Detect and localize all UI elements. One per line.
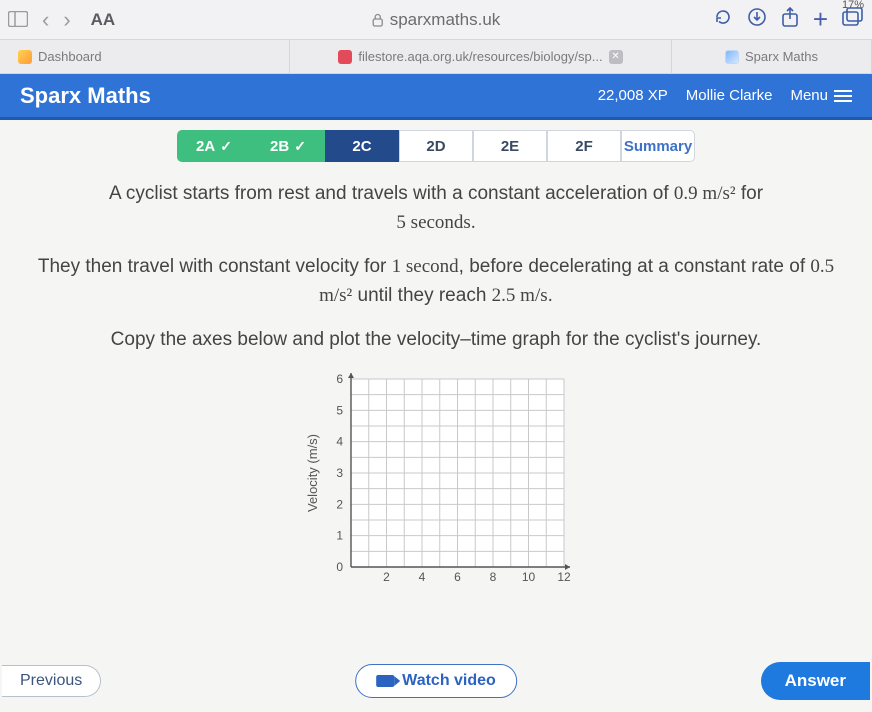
chart-svg: 246810120123456Velocity (m/s) xyxy=(296,371,576,591)
svg-text:4: 4 xyxy=(336,434,343,448)
question-tab-2e[interactable]: 2E xyxy=(473,130,547,162)
svg-text:1: 1 xyxy=(336,528,343,542)
question-paragraph-2: They then travel with constant velocity … xyxy=(24,253,848,310)
qpill-label: 2F xyxy=(575,138,593,155)
question-body: A cyclist starts from rest and travels w… xyxy=(0,162,872,355)
svg-text:2: 2 xyxy=(336,497,343,511)
video-icon xyxy=(376,675,394,687)
back-icon[interactable]: ‹ xyxy=(42,7,49,33)
url-host: sparxmaths.uk xyxy=(390,10,501,30)
svg-text:5: 5 xyxy=(336,403,343,417)
browser-tab-sparx[interactable]: Sparx Maths xyxy=(672,40,872,73)
svg-text:0: 0 xyxy=(336,560,343,574)
svg-text:3: 3 xyxy=(336,466,343,480)
download-icon[interactable] xyxy=(747,7,767,33)
svg-text:8: 8 xyxy=(490,570,497,584)
app-header: Sparx Maths 22,008 XP Mollie Clarke Menu xyxy=(0,74,872,120)
qpill-label: Summary xyxy=(624,138,692,155)
question-tab-2f[interactable]: 2F xyxy=(547,130,621,162)
watch-label: Watch video xyxy=(402,672,496,690)
svg-text:12: 12 xyxy=(557,570,571,584)
question-tab-summary[interactable]: Summary xyxy=(621,130,695,162)
browser-toolbar: 17% ‹ › AA sparxmaths.uk + xyxy=(0,0,872,40)
xp-counter: 22,008 XP xyxy=(598,87,668,104)
watch-video-button[interactable]: Watch video xyxy=(355,664,517,698)
question-paragraph-3: Copy the axes below and plot the velocit… xyxy=(24,326,848,355)
bottom-controls: Previous Watch video Answer xyxy=(0,662,872,700)
tab-label: Sparx Maths xyxy=(745,49,818,64)
address-bar[interactable]: sparxmaths.uk xyxy=(372,10,501,30)
question-paragraph-1: A cyclist starts from rest and travels w… xyxy=(24,180,848,237)
svg-text:10: 10 xyxy=(522,570,536,584)
tab-label: Dashboard xyxy=(38,49,102,64)
lock-icon xyxy=(372,13,384,27)
browser-tab-dashboard[interactable]: Dashboard xyxy=(0,40,290,73)
qpill-label: 2E xyxy=(501,138,519,155)
menu-button[interactable]: Menu xyxy=(790,87,852,104)
user-name: Mollie Clarke xyxy=(686,87,773,104)
qpill-label: 2C xyxy=(352,138,371,155)
favicon-aqa-icon xyxy=(338,50,352,64)
svg-text:2: 2 xyxy=(383,570,390,584)
favicon-dashboard-icon xyxy=(18,50,32,64)
check-icon: ✓ xyxy=(220,138,232,155)
answer-button[interactable]: Answer xyxy=(761,662,870,700)
question-tab-2b[interactable]: 2B ✓ xyxy=(251,130,325,162)
hamburger-icon xyxy=(834,90,852,102)
svg-text:6: 6 xyxy=(454,570,461,584)
app-brand: Sparx Maths xyxy=(20,83,151,109)
browser-tab-aqa[interactable]: filestore.aqa.org.uk/resources/biology/s… xyxy=(290,40,672,73)
close-tab-icon[interactable]: ✕ xyxy=(609,50,623,64)
svg-text:Velocity (m/s): Velocity (m/s) xyxy=(305,433,320,511)
qpill-label: 2D xyxy=(426,138,445,155)
qpill-label: 2B xyxy=(270,138,289,155)
battery-indicator: 17% xyxy=(842,0,864,11)
svg-text:6: 6 xyxy=(336,372,343,386)
question-nav: 2A ✓ 2B ✓ 2C 2D 2E 2F Summary xyxy=(0,130,872,162)
question-tab-2c[interactable]: 2C xyxy=(325,130,399,162)
svg-text:4: 4 xyxy=(419,570,426,584)
favicon-sparx-icon xyxy=(725,50,739,64)
share-icon[interactable] xyxy=(781,6,799,34)
previous-label: Previous xyxy=(20,672,82,689)
reader-aa-button[interactable]: AA xyxy=(91,10,116,30)
previous-button[interactable]: Previous xyxy=(2,665,101,697)
velocity-time-chart: 246810120123456Velocity (m/s) xyxy=(0,371,872,591)
new-tab-icon[interactable]: + xyxy=(813,4,828,35)
question-tab-2a[interactable]: 2A ✓ xyxy=(177,130,251,162)
sidebar-toggle-icon[interactable] xyxy=(8,7,28,33)
reload-icon[interactable] xyxy=(713,7,733,33)
tab-label: filestore.aqa.org.uk/resources/biology/s… xyxy=(358,49,602,64)
browser-tabs: Dashboard filestore.aqa.org.uk/resources… xyxy=(0,40,872,74)
menu-label: Menu xyxy=(790,87,828,104)
qpill-label: 2A xyxy=(196,138,215,155)
forward-icon[interactable]: › xyxy=(63,7,70,33)
answer-label: Answer xyxy=(785,671,846,690)
question-tab-2d[interactable]: 2D xyxy=(399,130,473,162)
check-icon: ✓ xyxy=(294,138,306,155)
